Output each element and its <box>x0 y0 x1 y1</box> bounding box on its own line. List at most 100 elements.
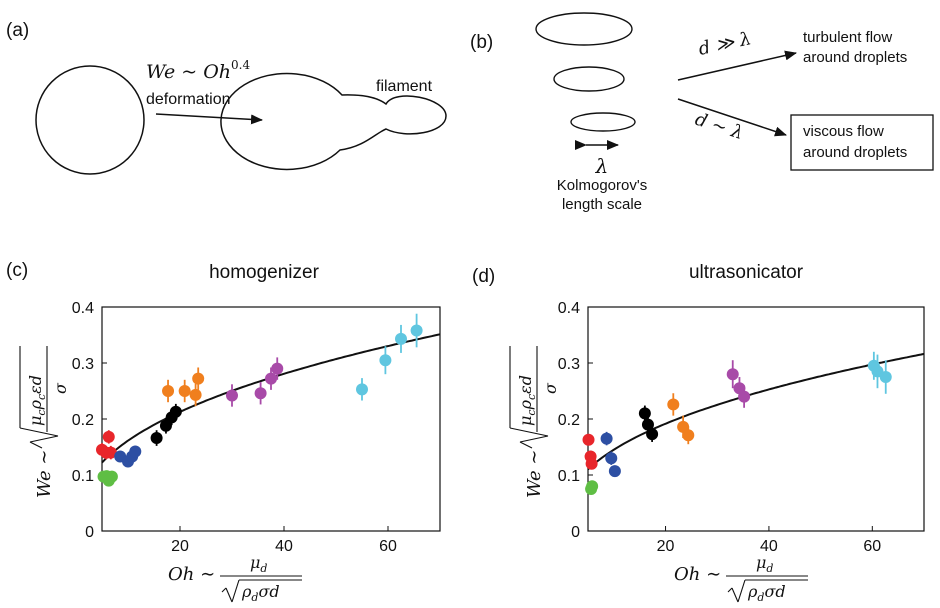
x-tick-label: 20 <box>171 538 189 555</box>
y-tick-label: 0.1 <box>558 468 580 485</box>
svg-text:μd: μd <box>756 553 773 575</box>
data-point <box>150 432 163 445</box>
plot-frame <box>587 306 925 532</box>
viscous-label-line1: viscous flow <box>803 123 884 140</box>
data-point <box>586 480 599 493</box>
data-point <box>879 371 892 383</box>
data-point <box>667 398 680 411</box>
spherical-droplet <box>35 65 145 175</box>
svg-text:We ∼: We ∼ <box>34 450 55 499</box>
data-point <box>605 452 618 465</box>
svg-text:σ: σ <box>51 382 70 394</box>
svg-text:μcρcεd: μcρcεd <box>26 375 48 426</box>
data-point <box>159 419 172 432</box>
panel-a: (a) We ~ Oh0.4 deformation filament <box>6 20 447 175</box>
data-point <box>682 429 695 442</box>
panel-d-label: (d) <box>472 266 495 287</box>
data-point <box>129 445 142 458</box>
plot-frame <box>101 306 441 532</box>
data-point <box>226 389 238 402</box>
data-point <box>600 432 613 445</box>
y-tick-label: 0.2 <box>72 412 94 429</box>
chart-c: 20 40 60 0 0.1 0.2 0.3 0.4 <box>72 300 441 555</box>
data-point <box>641 418 654 431</box>
data-point <box>178 385 191 397</box>
y-tick-label: 0.4 <box>72 300 94 317</box>
data-point <box>169 405 182 418</box>
turbulent-label-line1: turbulent flow <box>803 29 892 46</box>
viscous-box <box>790 114 934 171</box>
data-point <box>726 368 739 381</box>
svg-text:Oh ∼: Oh ∼ <box>168 564 215 585</box>
data-point <box>254 387 267 400</box>
chart-d: 20 40 60 0 0.1 0.2 0.3 0.4 <box>558 300 925 555</box>
panel-b-label: (b) <box>470 32 493 53</box>
chart-d-ylabel: We ∼ μcρcεd σ <box>509 346 560 499</box>
data-point <box>585 457 598 470</box>
x-tick-label: 40 <box>760 538 778 555</box>
lambda-symbol: λ <box>595 154 609 178</box>
y-tick-label: 0.4 <box>558 300 580 317</box>
svg-text:ρdσd: ρdσd <box>747 582 786 604</box>
data-point <box>410 324 423 337</box>
data-point <box>271 362 284 375</box>
viscous-arrow <box>677 98 787 137</box>
svg-text:σ: σ <box>541 382 560 394</box>
svg-text:ρdσd: ρdσd <box>241 582 280 604</box>
data-point <box>102 430 115 443</box>
filament-label: filament <box>376 78 433 95</box>
data-point <box>104 446 117 459</box>
condition-large: d ≫ λ <box>697 28 753 60</box>
x-tick-label: 40 <box>275 538 293 555</box>
data-point <box>638 407 651 420</box>
panel-a-label: (a) <box>6 20 29 41</box>
chart-d-xlabel: Oh ∼ μd ρdσd <box>674 553 808 604</box>
data-point <box>582 433 595 446</box>
svg-text:We ∼: We ∼ <box>524 450 545 499</box>
panel-c: (c) homogenizer We ∼ μcρcεd σ Oh ∼ μd ρd… <box>6 260 441 604</box>
x-tick-label: 60 <box>863 538 881 555</box>
data-point <box>646 428 659 441</box>
fit-curve <box>101 333 441 464</box>
svg-text:μcρcεd: μcρcεd <box>516 375 538 426</box>
data-point <box>162 385 175 397</box>
chart-c-ylabel: We ∼ μcρcεd σ <box>19 346 70 499</box>
data-point <box>356 383 368 396</box>
data-point <box>395 332 407 345</box>
x-tick-label: 60 <box>379 538 397 555</box>
svg-text:Oh ∼: Oh ∼ <box>674 564 721 585</box>
kolmogorov-label-line1: Kolmogorov's <box>557 177 647 194</box>
y-tick-label: 0.1 <box>72 468 94 485</box>
y-tick-label: 0.3 <box>558 356 580 373</box>
panel-d: (d) ultrasonicator We ∼ μcρcεd σ Oh ∼ μd… <box>472 262 925 604</box>
data-point <box>192 372 205 385</box>
chart-c-xlabel: Oh ∼ μd ρdσd <box>168 553 302 604</box>
data-point <box>379 354 392 367</box>
deformation-arrow <box>155 113 263 125</box>
data-point <box>608 465 621 478</box>
scaling-relation: We ~ Oh0.4 <box>146 58 250 83</box>
panel-c-label: (c) <box>6 260 28 281</box>
y-tick-label: 0 <box>85 524 94 541</box>
data-point <box>738 390 751 403</box>
viscous-label-line2: around droplets <box>803 144 907 161</box>
deformed-droplet-with-filament <box>220 72 447 171</box>
deformation-label: deformation <box>146 91 231 108</box>
x-tick-label: 20 <box>657 538 675 555</box>
data-point <box>189 388 202 401</box>
turbulent-label-line2: around droplets <box>803 49 907 66</box>
svg-text:μd: μd <box>250 553 267 575</box>
y-tick-label: 0.2 <box>558 412 580 429</box>
data-point <box>265 372 277 385</box>
kolmogorov-label-line2: length scale <box>562 196 642 213</box>
medium-eddy <box>553 66 625 92</box>
small-eddy <box>570 112 636 132</box>
y-tick-label: 0 <box>571 524 580 541</box>
chart-c-title: homogenizer <box>209 262 320 283</box>
y-tick-label: 0.3 <box>72 356 94 373</box>
panel-b: (b) λ Kolmogorov's length scale d ≫ λ d … <box>470 12 934 213</box>
data-point <box>105 470 118 483</box>
turbulent-arrow <box>677 50 797 81</box>
chart-d-title: ultrasonicator <box>689 262 804 283</box>
